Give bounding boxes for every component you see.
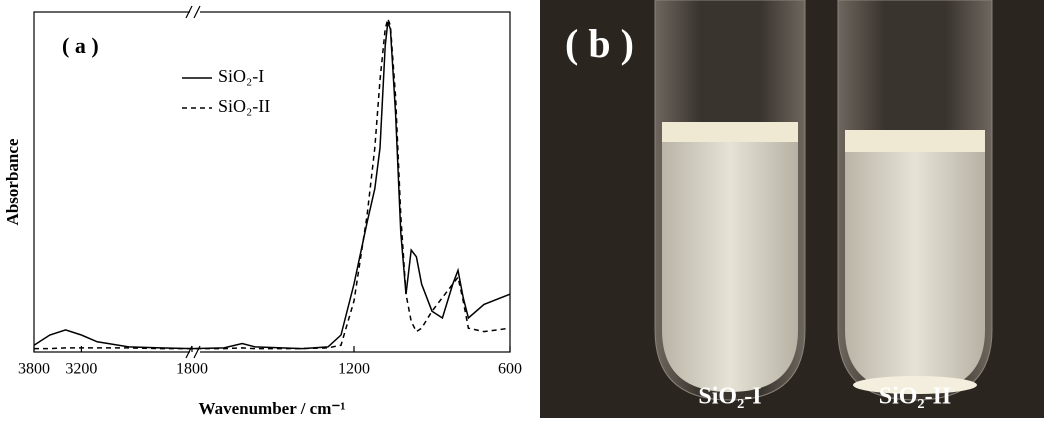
panel-label: ( b ): [565, 21, 634, 66]
legend-label: SiO₂-I: [218, 66, 264, 86]
y-axis-label: Absorbance: [3, 138, 22, 225]
figure: ( a ) Wavenumber / cm⁻¹ Absorbance 38003…: [0, 0, 1044, 418]
meniscus: [845, 130, 985, 152]
photo: ( b ) SiO₂-I SiO₂-II: [540, 0, 1044, 418]
liquid: [662, 122, 798, 392]
sample-label: SiO₂-I: [698, 384, 761, 410]
x-tick-label: 600: [498, 361, 522, 378]
meniscus: [662, 122, 798, 142]
series-line: [34, 19, 510, 349]
x-axis-label: Wavenumber / cm⁻¹: [199, 399, 346, 418]
x-tick-label: 1800: [176, 361, 208, 378]
panel-label: ( a ): [62, 33, 99, 58]
legend-label: SiO₂-II: [218, 96, 270, 116]
plot-frame: [34, 12, 510, 352]
sample-label: SiO₂-II: [879, 384, 952, 410]
plot: 3800 3200 1800 1200 600 SiO₂-I SiO₂-II: [18, 19, 522, 378]
page: ( a ) Wavenumber / cm⁻¹ Absorbance 38003…: [0, 0, 1044, 418]
x-tick-label: 3200: [65, 361, 97, 378]
x-tick-label: 3800: [18, 361, 50, 378]
axis-break: [186, 6, 200, 358]
series-line: [34, 22, 510, 348]
x-tick-label: 1200: [338, 361, 370, 378]
liquid: [845, 130, 985, 392]
